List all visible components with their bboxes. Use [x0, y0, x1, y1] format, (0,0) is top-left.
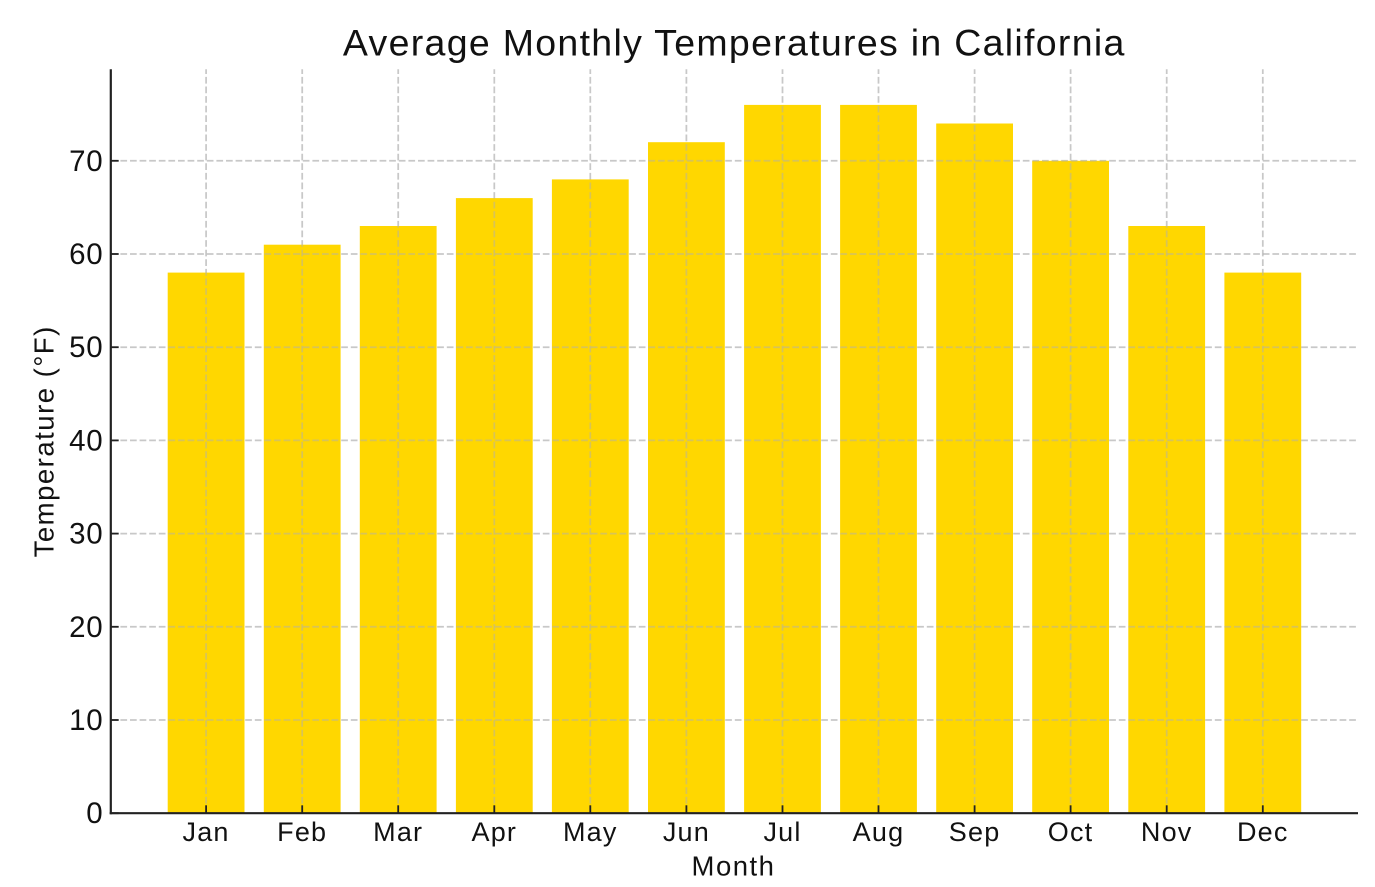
svg-text:Apr: Apr — [471, 817, 517, 847]
svg-text:Temperature (°F): Temperature (°F) — [29, 325, 60, 557]
svg-text:Jan: Jan — [183, 817, 230, 847]
svg-text:10: 10 — [69, 704, 103, 737]
svg-text:Month: Month — [692, 851, 776, 882]
svg-text:Nov: Nov — [1141, 817, 1193, 847]
svg-text:70: 70 — [69, 145, 103, 178]
svg-text:Aug: Aug — [853, 817, 905, 847]
svg-text:Jul: Jul — [763, 817, 801, 847]
svg-text:Average Monthly Temperatures i: Average Monthly Temperatures in Californ… — [343, 22, 1126, 64]
svg-text:40: 40 — [69, 424, 103, 457]
svg-text:20: 20 — [69, 611, 103, 644]
svg-text:30: 30 — [69, 518, 103, 551]
svg-text:60: 60 — [69, 238, 103, 271]
svg-text:Feb: Feb — [277, 817, 327, 847]
svg-text:Oct: Oct — [1048, 817, 1094, 847]
svg-text:Dec: Dec — [1237, 817, 1289, 847]
svg-text:Mar: Mar — [373, 817, 423, 847]
svg-text:50: 50 — [69, 331, 103, 364]
svg-text:0: 0 — [86, 797, 103, 830]
svg-text:Sep: Sep — [949, 817, 1001, 847]
svg-text:May: May — [563, 817, 618, 847]
svg-text:Jun: Jun — [663, 817, 710, 847]
